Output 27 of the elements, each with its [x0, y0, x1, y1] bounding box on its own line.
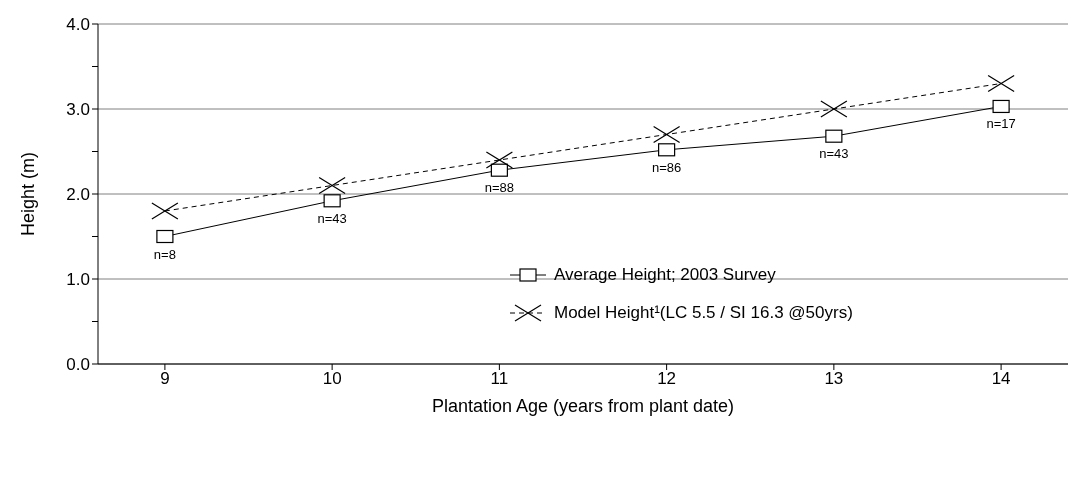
x-tick-label: 13 [824, 369, 844, 389]
point [490, 163, 508, 177]
point [825, 129, 843, 143]
annotation: n=88 [484, 180, 515, 196]
annotation: n=17 [986, 116, 1016, 132]
x-tick-label: 9 [160, 369, 170, 389]
y-tick-label: 3.0 [66, 100, 90, 120]
y-axis-title: Height (m) [18, 151, 39, 237]
point [323, 194, 341, 208]
x-tick-label: 11 [490, 369, 509, 389]
y-tick-label: 4.0 [66, 15, 90, 35]
x-tick-label: 10 [322, 369, 342, 389]
point [658, 143, 676, 157]
legend-label: Average Height; 2003 Survey [554, 265, 776, 285]
annotation: n=43 [819, 146, 849, 162]
y-tick-label: 1.0 [66, 270, 90, 290]
x-tick-label: 14 [991, 369, 1011, 389]
y-tick-label: 0.0 [66, 355, 90, 375]
y-tick-label: 2.0 [66, 185, 90, 205]
annotation: n=8 [153, 246, 176, 262]
x-tick-label: 12 [657, 369, 677, 389]
legend-label: Model Height¹(LC 5.5 / SI 16.3 @50yrs) [554, 303, 853, 323]
annotation: n=43 [317, 210, 347, 226]
point [992, 99, 1010, 114]
point [156, 229, 174, 244]
annotation: n=86 [651, 159, 682, 175]
x-axis-title: Plantation Age (years from plant date) [431, 396, 735, 416]
